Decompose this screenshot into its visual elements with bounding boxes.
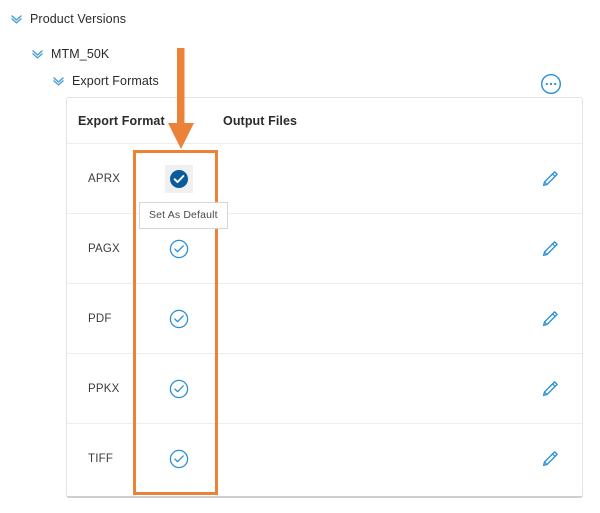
tree-node-mtm-50k[interactable]: MTM_50K: [31, 47, 109, 61]
chevron-double-down-icon[interactable]: [31, 48, 44, 61]
pencil-icon[interactable]: [539, 448, 561, 470]
tooltip-set-as-default: Set As Default: [139, 202, 228, 229]
pencil-icon[interactable]: [539, 168, 561, 190]
cell-set-as-default: [113, 305, 245, 333]
cell-edit: [518, 448, 582, 470]
cell-set-as-default: [113, 375, 245, 403]
cell-edit: [518, 168, 582, 190]
tree-node-export-formats[interactable]: Export Formats: [52, 74, 159, 88]
table-row: PAGX: [67, 214, 582, 284]
cell-edit: [518, 238, 582, 260]
cell-set-as-default: [113, 235, 245, 263]
tree-node-label: Export Formats: [72, 74, 159, 88]
table-row: PPKX: [67, 354, 582, 424]
cell-export-format: PAGX: [88, 242, 120, 255]
set-as-default-toggle-tiff[interactable]: [165, 445, 193, 473]
check-circle-outline-icon: [169, 239, 189, 258]
cell-edit: [518, 308, 582, 330]
tree-node-label: Product Versions: [30, 12, 127, 26]
ellipsis-circle-icon[interactable]: [540, 73, 562, 95]
cell-export-format: PPKX: [88, 382, 120, 395]
export-formats-table: Export Format Output Files APRX: [66, 97, 583, 498]
cell-edit: [518, 378, 582, 400]
pencil-icon[interactable]: [539, 238, 561, 260]
table-row: TIFF: [67, 424, 582, 494]
cell-export-format: APRX: [88, 172, 121, 185]
check-circle-outline-icon: [169, 309, 189, 328]
column-header-export-format: Export Format: [78, 113, 165, 128]
pencil-icon[interactable]: [539, 378, 561, 400]
set-as-default-toggle-pdf[interactable]: [165, 305, 193, 333]
column-header-output-files: Output Files: [223, 113, 298, 128]
table-row: PDF: [67, 284, 582, 354]
check-circle-outline-icon: [169, 449, 189, 469]
chevron-double-down-icon[interactable]: [52, 75, 65, 88]
table-row: APRX: [67, 144, 582, 214]
cell-set-as-default: [113, 445, 245, 473]
cell-export-format: TIFF: [88, 453, 114, 465]
table-header-row: Export Format Output Files: [67, 98, 582, 144]
cell-set-as-default: [113, 164, 245, 193]
pencil-icon[interactable]: [539, 308, 561, 330]
check-circle-outline-icon: [169, 379, 189, 398]
cell-export-format: PDF: [88, 312, 112, 325]
chevron-double-down-icon[interactable]: [10, 13, 23, 26]
set-as-default-toggle-pagx[interactable]: [165, 235, 193, 263]
tree-node-product-versions[interactable]: Product Versions: [10, 12, 126, 26]
set-as-default-toggle-ppkx[interactable]: [165, 375, 193, 403]
check-circle-filled-icon: [170, 169, 188, 188]
tree-node-label: MTM_50K: [51, 47, 110, 61]
set-as-default-toggle-aprx[interactable]: [165, 164, 193, 193]
